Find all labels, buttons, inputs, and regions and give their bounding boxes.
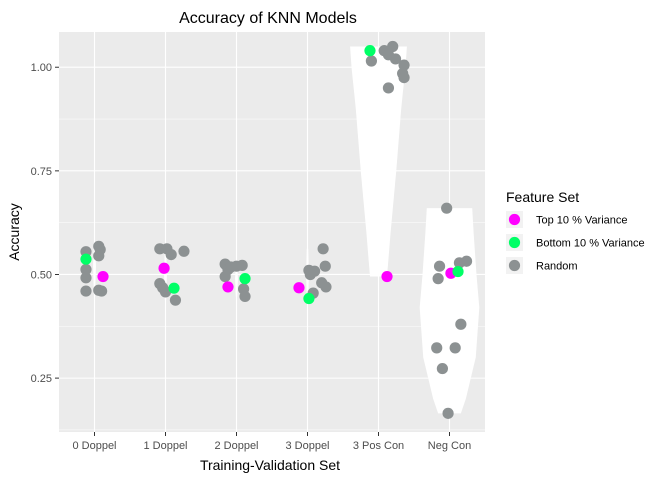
data-point [442, 407, 454, 419]
y-axis: 0.25 0.50 0.75 1.00 [31, 62, 59, 385]
data-point [365, 55, 377, 67]
data-point [96, 285, 108, 297]
x-axis-title: Training-Validation Set [200, 457, 340, 473]
data-point [381, 270, 393, 283]
y-tick-label: 1.00 [31, 62, 52, 74]
legend-label: Bottom 10 % Variance [536, 238, 645, 250]
data-point [452, 265, 464, 278]
data-point [453, 257, 466, 269]
legend-label: Top 10 % Variance [536, 215, 628, 227]
data-point [168, 282, 180, 294]
x-tick-label: Neg Con [428, 440, 471, 452]
data-point [158, 262, 170, 274]
legend-label: Random [536, 261, 578, 273]
data-point [387, 40, 399, 53]
violin-2-doppel [235, 264, 238, 297]
chart-title: Accuracy of KNN Models [179, 10, 357, 27]
legend: Feature Set Top 10 % Variance Bottom 10 %… [506, 189, 645, 274]
legend-marker [508, 259, 521, 272]
data-point [436, 362, 448, 375]
x-tick-label: 1 Doppel [143, 440, 187, 452]
data-point [320, 281, 332, 293]
plot-panel [59, 32, 485, 432]
data-point [389, 53, 402, 65]
data-point [222, 281, 234, 293]
data-point [239, 290, 251, 303]
data-point [441, 202, 453, 214]
data-point [303, 292, 315, 305]
data-point [159, 286, 172, 298]
data-point [236, 259, 248, 271]
legend-marker [508, 213, 521, 226]
data-point [398, 71, 410, 84]
data-point [169, 294, 182, 306]
y-axis-title: Accuracy [6, 203, 22, 261]
data-point [317, 243, 329, 255]
data-point [165, 248, 177, 261]
data-point [239, 273, 251, 285]
data-point [431, 342, 443, 354]
data-point [80, 272, 92, 284]
legend-marker [508, 236, 521, 249]
x-tick-label: 2 Doppel [214, 440, 258, 452]
data-point [80, 263, 92, 276]
legend-items: Top 10 % Variance Bottom 10 % Variance Ran… [506, 211, 645, 274]
violin-3-pos-con [350, 46, 407, 277]
x-tick-label: 3 Doppel [285, 440, 329, 452]
y-tick-label: 0.75 [31, 166, 52, 178]
data-point [80, 285, 92, 297]
data-point [433, 260, 446, 272]
points-layer [80, 40, 473, 419]
data-point [219, 270, 231, 283]
data-point [304, 268, 316, 281]
x-axis: 0 Doppel 1 Doppel 2 Doppel 3 Doppel 3 Pos Co… [72, 432, 471, 452]
data-point [93, 250, 105, 262]
data-point [398, 59, 410, 71]
x-tick-label: 3 Pos Con [353, 440, 404, 452]
legend-title: Feature Set [506, 189, 579, 205]
data-point [449, 342, 461, 354]
data-point [382, 82, 395, 94]
data-point [455, 318, 467, 330]
data-point [178, 245, 190, 257]
data-point [293, 282, 305, 294]
y-tick-label: 0.50 [31, 269, 52, 281]
data-point [80, 253, 92, 265]
data-point [319, 260, 331, 272]
data-point [432, 273, 444, 285]
data-point [97, 270, 109, 283]
data-point [364, 45, 376, 57]
x-tick-label: 0 Doppel [72, 440, 116, 452]
y-tick-label: 0.25 [31, 373, 52, 385]
